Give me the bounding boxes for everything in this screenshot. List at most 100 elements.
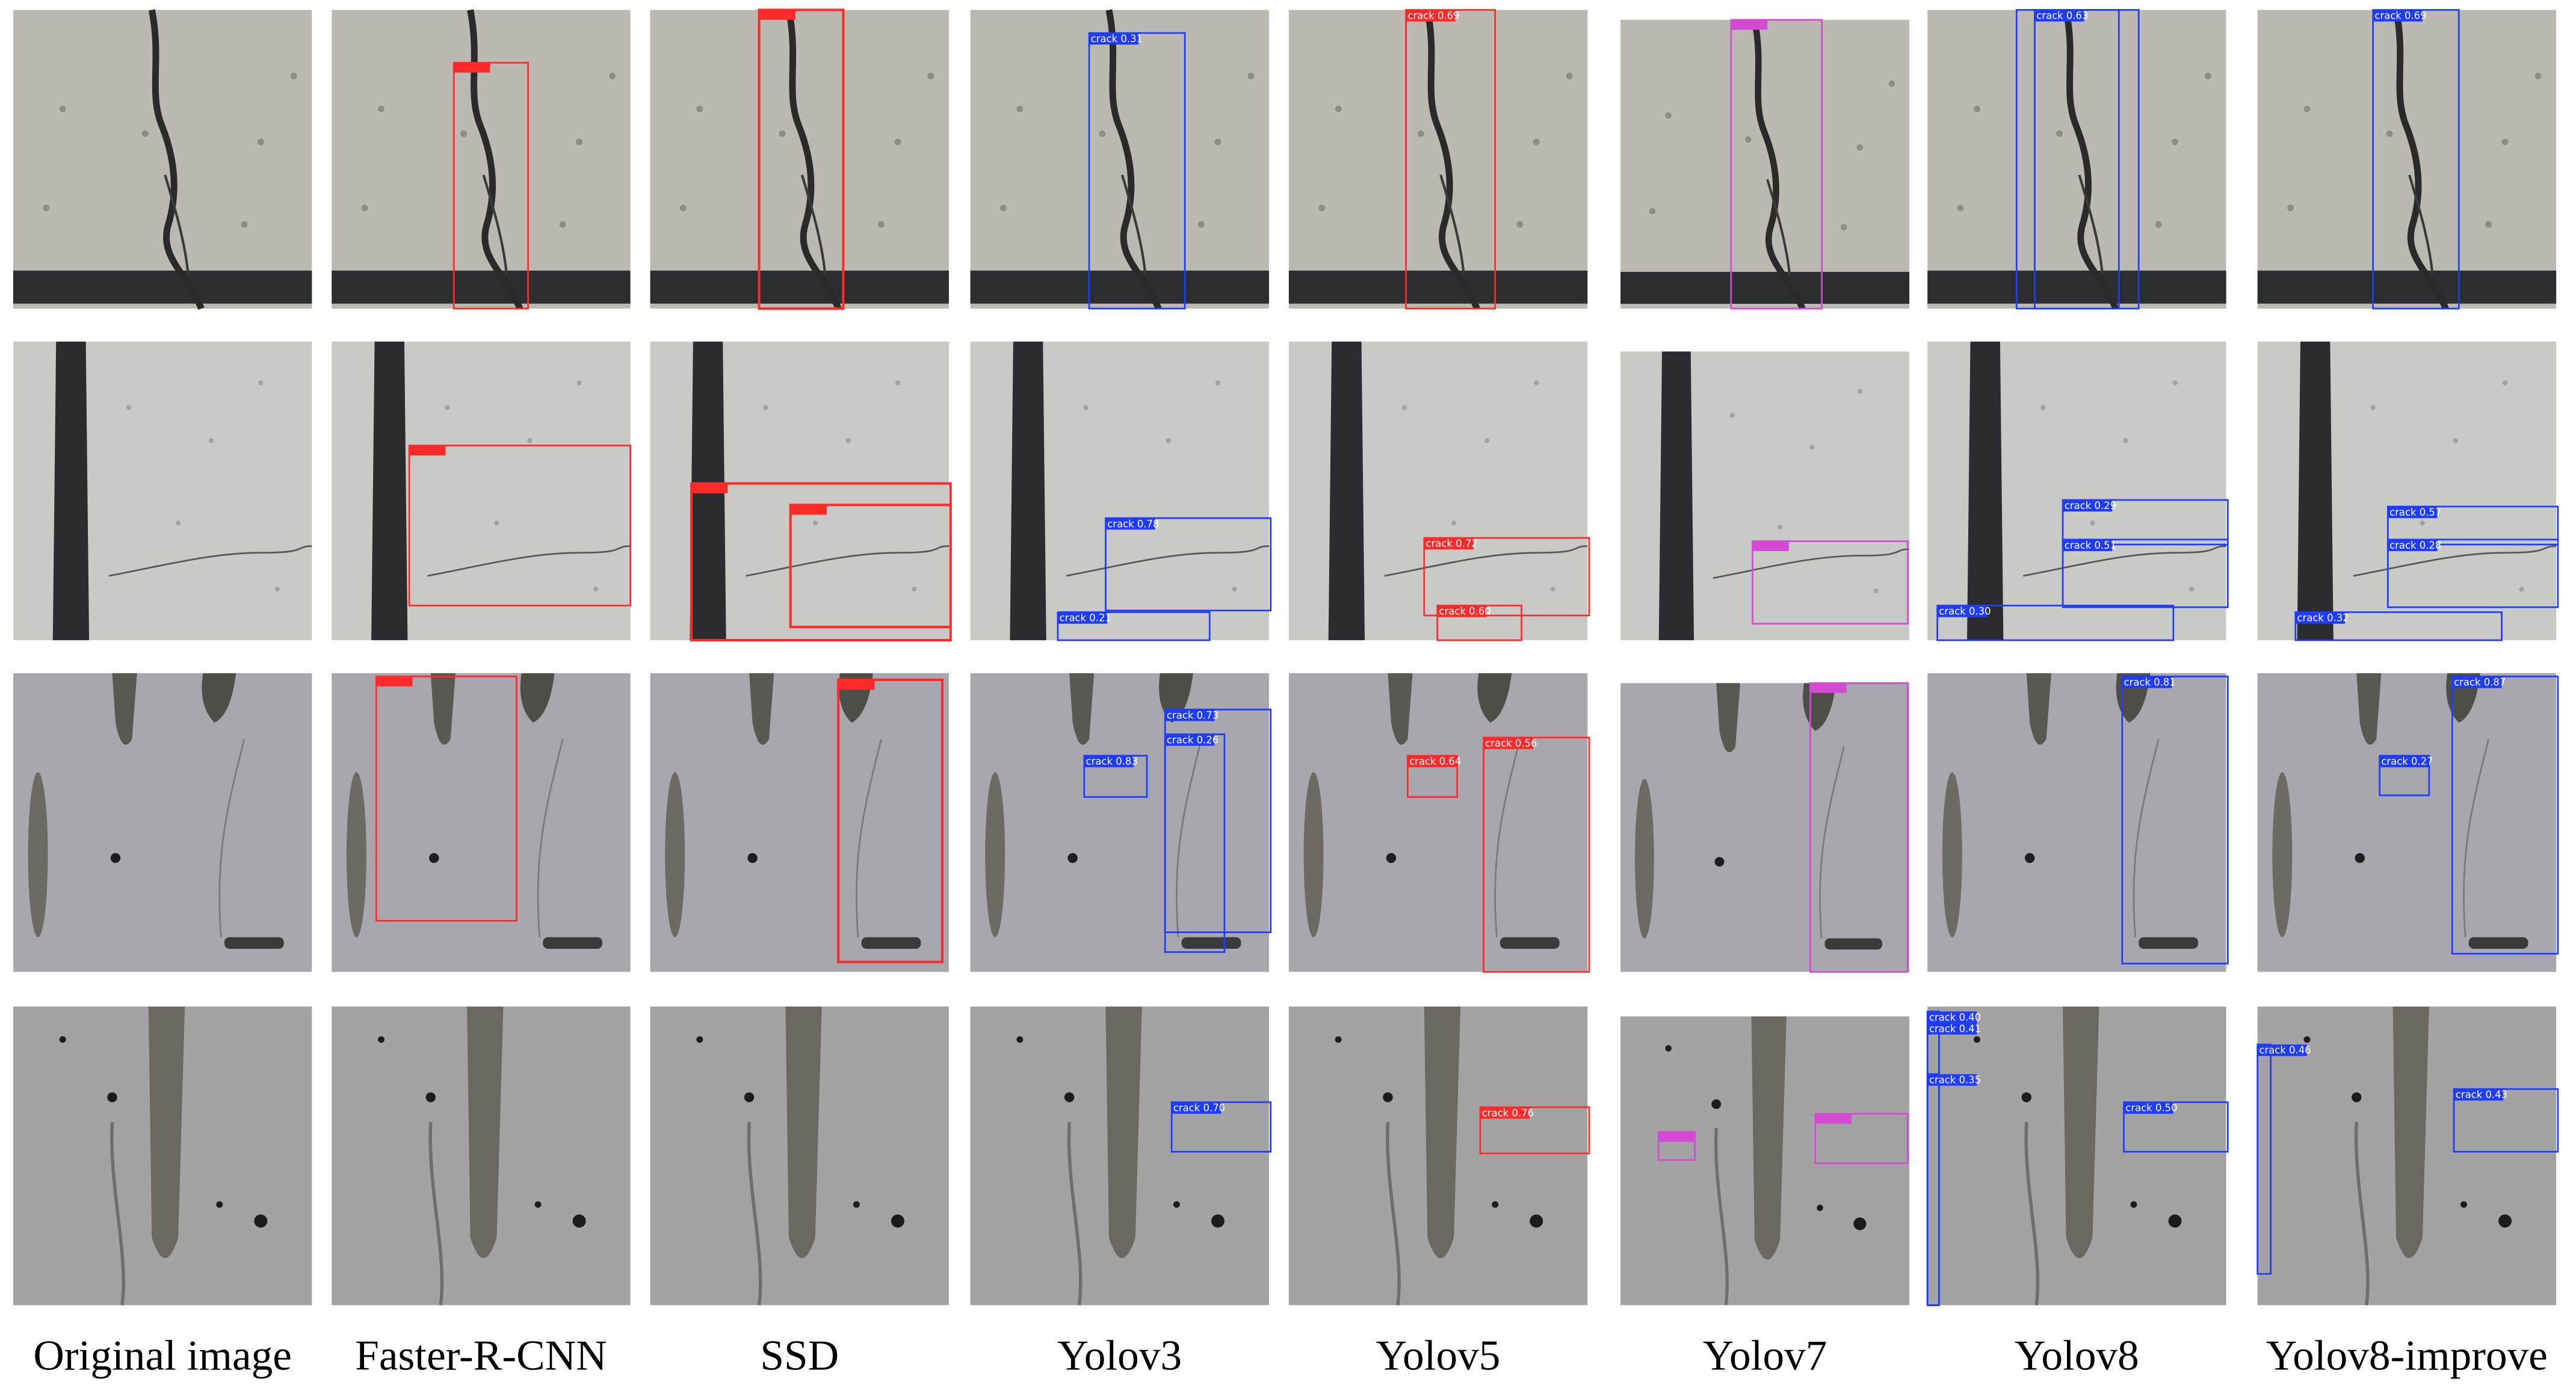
pit bbox=[2168, 1214, 2182, 1228]
label-tag bbox=[2063, 500, 2113, 512]
image-cell bbox=[1620, 351, 1910, 641]
detection-label: crack 0.29 bbox=[2065, 500, 2116, 511]
crack bbox=[1386, 1121, 1401, 1306]
pit bbox=[1335, 105, 1342, 113]
detection-label: crack 0.83 bbox=[1086, 756, 1138, 767]
label-tag bbox=[1752, 541, 1789, 552]
detection-box bbox=[1105, 517, 1272, 612]
stain bbox=[112, 673, 137, 745]
pit bbox=[126, 405, 132, 410]
detection-label: crack 0.26 bbox=[1167, 735, 1219, 746]
pit bbox=[1665, 1045, 1672, 1052]
detection-box bbox=[1483, 736, 1590, 973]
pit bbox=[1067, 853, 1078, 863]
label-tag bbox=[376, 676, 413, 686]
stain bbox=[2272, 772, 2293, 937]
stain bbox=[1716, 683, 1740, 753]
pit bbox=[2485, 221, 2492, 228]
detection-label: crack 0.43 bbox=[2456, 1089, 2507, 1100]
column-title: Yolov8-improve bbox=[2266, 1331, 2548, 1379]
detection-label: crack 0.63 bbox=[2036, 10, 2088, 22]
pit bbox=[2172, 138, 2179, 146]
crack bbox=[2078, 174, 2104, 274]
stain bbox=[1477, 673, 1512, 723]
label-tag bbox=[1105, 518, 1155, 530]
dark-band bbox=[332, 270, 631, 304]
pit bbox=[1173, 1201, 1180, 1208]
pit bbox=[2303, 105, 2311, 113]
label-tag bbox=[2122, 676, 2172, 688]
pit bbox=[747, 853, 758, 863]
dark-band bbox=[13, 270, 312, 304]
pit bbox=[2287, 205, 2294, 212]
pit bbox=[895, 380, 901, 386]
image-cell bbox=[13, 673, 312, 972]
pit bbox=[141, 130, 149, 137]
pit bbox=[2188, 586, 2195, 592]
stain bbox=[202, 673, 236, 723]
pit bbox=[572, 1214, 586, 1228]
detection-label: crack 0.46 bbox=[2259, 1044, 2311, 1056]
crack bbox=[482, 174, 508, 274]
pit bbox=[877, 221, 885, 228]
pit bbox=[1401, 405, 1407, 410]
pit bbox=[208, 438, 214, 443]
label-tag bbox=[2388, 506, 2438, 519]
pit bbox=[2172, 380, 2178, 386]
detection-label: crack 0.56 bbox=[1485, 738, 1537, 749]
label-tag bbox=[454, 63, 490, 73]
pit bbox=[59, 105, 66, 113]
detection-label: crack 0.32 bbox=[2297, 612, 2349, 624]
image-cell bbox=[332, 673, 631, 972]
crack bbox=[1766, 179, 1791, 276]
stain bbox=[346, 772, 366, 937]
crack bbox=[2463, 739, 2489, 937]
image-cell bbox=[2257, 9, 2557, 310]
image-cell bbox=[1288, 341, 1588, 641]
pit bbox=[559, 221, 566, 228]
label-tag bbox=[1480, 1107, 1530, 1119]
pit bbox=[1215, 380, 1221, 386]
crack bbox=[746, 545, 949, 577]
pit bbox=[696, 1036, 703, 1043]
dark-band bbox=[371, 341, 408, 641]
stain bbox=[148, 1006, 185, 1259]
concrete bbox=[1927, 673, 2226, 972]
detection-box bbox=[1814, 1112, 1909, 1164]
detection-label: crack 0.21 bbox=[1060, 612, 1111, 624]
detection-box bbox=[1405, 9, 1496, 310]
pit bbox=[1484, 438, 1490, 443]
pit bbox=[2303, 1036, 2311, 1043]
detection-label: crack 0.51 bbox=[2065, 540, 2116, 551]
pit bbox=[2534, 72, 2542, 79]
pit bbox=[891, 1214, 904, 1228]
detection-box bbox=[1936, 605, 2175, 641]
pit bbox=[1778, 524, 1783, 529]
pit bbox=[812, 520, 818, 526]
label-tag bbox=[1424, 538, 1474, 550]
column-title: Yolov3 bbox=[1057, 1331, 1182, 1379]
concrete bbox=[332, 10, 631, 309]
pit bbox=[1211, 1214, 1225, 1228]
pit bbox=[445, 405, 450, 410]
detection-label: crack 0.28 bbox=[2389, 540, 2441, 551]
image-cell bbox=[332, 9, 631, 310]
pit bbox=[1534, 380, 1539, 386]
crack bbox=[1494, 739, 1521, 937]
image-cell bbox=[650, 9, 949, 310]
image-cell bbox=[2257, 1006, 2557, 1306]
label-tag bbox=[1927, 1023, 1977, 1035]
pit bbox=[1550, 586, 1555, 592]
pit bbox=[1451, 520, 1457, 526]
crack bbox=[1751, 19, 1806, 310]
pit bbox=[107, 1092, 117, 1103]
image-cell bbox=[13, 9, 312, 310]
label-tag bbox=[1815, 1114, 1852, 1124]
image-cell bbox=[1620, 683, 1910, 972]
concrete bbox=[2257, 10, 2557, 309]
pit bbox=[2460, 1201, 2467, 1208]
image-cell bbox=[2257, 673, 2557, 972]
pit bbox=[258, 380, 264, 386]
pit bbox=[2025, 853, 2035, 863]
stain bbox=[1388, 673, 1413, 745]
